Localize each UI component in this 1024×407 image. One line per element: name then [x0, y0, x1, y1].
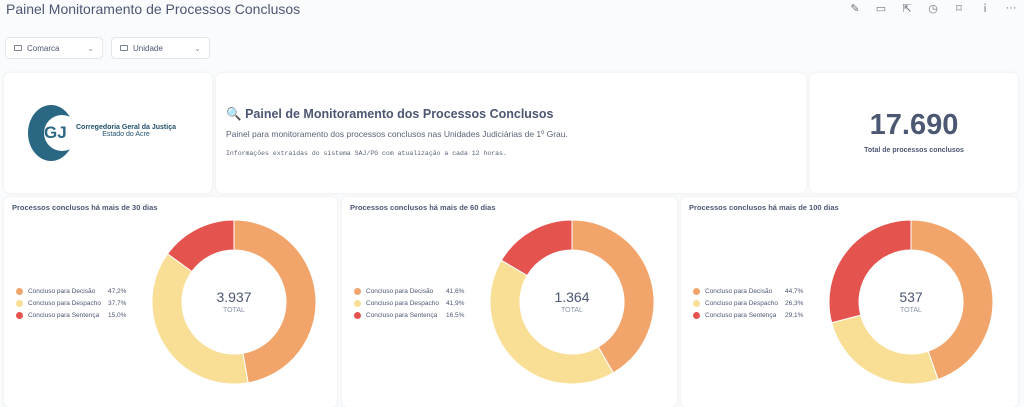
legend-swatch — [16, 287, 23, 295]
legend-label: Concluso para Decisão — [705, 287, 773, 295]
legend-item[interactable]: Concluso para Decisão 44,7% — [693, 285, 803, 297]
donut-slice-decisao[interactable] — [233, 219, 317, 384]
legend-label: Concluso para Sentença — [705, 311, 777, 319]
donut-slice-despacho[interactable] — [831, 314, 939, 385]
chart-title: Processos conclusos há mais de 100 dias — [689, 203, 839, 212]
kpi-value: 17.690 — [869, 109, 959, 141]
more-icon[interactable]: ··· — [1005, 2, 1017, 14]
donut-chart — [828, 219, 994, 385]
legend-swatch — [354, 299, 361, 307]
donut-slice-despacho[interactable] — [489, 259, 614, 385]
donut-total-label: TOTAL — [900, 307, 922, 314]
legend: Concluso para Decisão 44,7% Concluso para … — [693, 285, 803, 321]
logo-line2: Estado do Acre — [102, 131, 150, 138]
legend-label: Concluso para Despacho — [705, 299, 778, 307]
legend: Concluso para Decisão 41,6% Concluso para … — [354, 285, 464, 321]
donut-card: Processos conclusos há mais de 60 dias Co… — [342, 197, 677, 407]
donut-total: 537 — [899, 289, 923, 305]
clock-icon[interactable]: ◷ — [928, 3, 938, 15]
legend-value: 16,5% — [446, 311, 465, 319]
donut-slice-decisao[interactable] — [910, 219, 994, 381]
chevron-down-icon: ⌄ — [194, 43, 201, 53]
magnifier-icon: 🔍 — [226, 107, 242, 121]
legend-item[interactable]: Concluso para Decisão 47,2% — [16, 285, 126, 297]
donut-chart — [489, 219, 655, 385]
filter-label: Unidade — [133, 43, 163, 53]
legend-swatch — [693, 311, 700, 319]
donut-slice-sentenca[interactable] — [166, 219, 235, 273]
filter-unidade[interactable]: Unidade ⌄ — [111, 37, 210, 59]
donut-slice-despacho[interactable] — [151, 253, 249, 385]
donut-total-label: TOTAL — [223, 307, 245, 314]
logo-text: Corregedoria Geral da Justiça Estado do A… — [76, 124, 176, 138]
legend-value: 47,2% — [108, 287, 127, 295]
filter-icon — [120, 45, 128, 51]
legend-swatch — [693, 287, 700, 295]
share-icon[interactable]: ⇱ — [902, 3, 912, 15]
legend-value: 26,3% — [785, 299, 804, 307]
donut-chart — [151, 219, 317, 385]
donut-slice-decisao[interactable] — [571, 219, 655, 374]
donut-card: Processos conclusos há mais de 30 dias Co… — [4, 197, 337, 407]
logo-letters: GJ — [44, 123, 67, 142]
legend-value: 41,6% — [446, 287, 465, 295]
donut-card: Processos conclusos há mais de 100 dias C… — [681, 197, 1018, 407]
legend-item[interactable]: Concluso para Despacho 26,3% — [693, 297, 803, 309]
legend-swatch — [354, 287, 361, 295]
legend-item[interactable]: Concluso para Decisão 41,6% — [354, 285, 464, 297]
intro-card: 🔍 Painel de Monitoramento dos Processos … — [216, 73, 806, 193]
legend-label: Concluso para Sentença — [366, 311, 438, 319]
legend-item[interactable]: Concluso para Sentença 29,1% — [693, 309, 803, 321]
legend-label: Concluso para Decisão — [366, 287, 434, 295]
bookmark-icon[interactable]: ⌑ — [956, 3, 962, 15]
legend-swatch — [16, 311, 23, 319]
filter-comarca[interactable]: Comarca ⌄ — [5, 37, 103, 59]
donut-total: 3.937 — [216, 289, 252, 305]
legend-label: Concluso para Decisão — [28, 287, 96, 295]
legend-swatch — [693, 299, 700, 307]
legend-swatch — [354, 311, 361, 319]
donut-total: 1.364 — [554, 289, 590, 305]
legend-value: 29,1% — [785, 311, 804, 319]
donut-slice-sentenca[interactable] — [828, 219, 912, 324]
pencil-icon[interactable]: ✎ — [850, 3, 860, 15]
header-actions: ✎ ▭ ⇱ ◷ ⌑ ⅰ ··· — [842, 2, 1024, 15]
info-icon[interactable]: ⅰ — [983, 3, 987, 15]
legend-value: 41,9% — [446, 299, 465, 307]
filter-label: Comarca — [27, 43, 60, 53]
logo-line1: Corregedoria Geral da Justiça — [76, 124, 176, 131]
page-title: Painel Monitoramento de Processos Conclu… — [6, 1, 301, 17]
kpi-card: 17.690 Total de processos conclusos — [810, 73, 1018, 193]
intro-subtitle: Painel para monitoramento dos processos … — [226, 129, 568, 139]
chart-title: Processos conclusos há mais de 60 dias — [350, 203, 496, 212]
legend-item[interactable]: Concluso para Sentença 15,0% — [16, 309, 126, 321]
donut-slice-sentenca[interactable] — [500, 219, 573, 277]
filter-icon — [14, 45, 22, 51]
legend-label: Concluso para Despacho — [28, 299, 101, 307]
legend-item[interactable]: Concluso para Despacho 41,9% — [354, 297, 464, 309]
legend-item[interactable]: Concluso para Sentença 16,5% — [354, 309, 464, 321]
donut-center: 1.364 TOTAL — [532, 289, 612, 315]
logo-card: GJ Corregedoria Geral da Justiça Estado d… — [4, 73, 212, 193]
legend-value: 15,0% — [108, 311, 127, 319]
legend-value: 44,7% — [785, 287, 804, 295]
legend-value: 37,7% — [108, 299, 127, 307]
legend-item[interactable]: Concluso para Despacho 37,7% — [16, 297, 126, 309]
logo-mark: GJ — [28, 105, 80, 161]
donut-center: 537 TOTAL — [871, 289, 951, 315]
chevron-down-icon: ⌄ — [87, 43, 94, 53]
legend-label: Concluso para Sentença — [28, 311, 100, 319]
intro-note: Informações extraídas do sistema SAJ/PG … — [226, 150, 507, 157]
legend-label: Concluso para Despacho — [366, 299, 439, 307]
chart-title: Processos conclusos há mais de 30 dias — [12, 203, 158, 212]
intro-title-text: Painel de Monitoramento dos Processos Co… — [245, 107, 554, 121]
donut-center: 3.937 TOTAL — [194, 289, 274, 315]
legend: Concluso para Decisão 47,2% Concluso para … — [16, 285, 126, 321]
kpi-label: Total de processos conclusos — [864, 147, 964, 154]
donut-total-label: TOTAL — [561, 307, 583, 314]
intro-title: 🔍 Painel de Monitoramento dos Processos … — [226, 107, 553, 122]
legend-swatch — [16, 299, 23, 307]
subscription-icon[interactable]: ▭ — [875, 3, 887, 15]
